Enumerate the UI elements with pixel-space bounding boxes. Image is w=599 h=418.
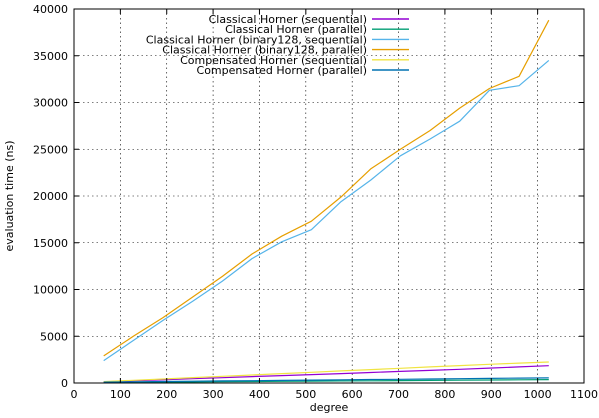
x-tick-label: 700 bbox=[388, 388, 409, 401]
x-tick-label: 500 bbox=[295, 388, 316, 401]
y-tick-label: 25000 bbox=[33, 143, 68, 156]
x-tick-label: 400 bbox=[249, 388, 270, 401]
series-line-1 bbox=[103, 365, 549, 383]
legend-label-3: Classical Horner (binary128, sequential) bbox=[146, 33, 367, 46]
y-tick-label: 10000 bbox=[33, 284, 68, 297]
series-line-2 bbox=[103, 379, 549, 383]
legend-label-1: Classical Horner (sequential) bbox=[209, 13, 367, 26]
x-tick-label: 800 bbox=[434, 388, 455, 401]
legend-label-4: Classical Horner (binary128, parallel) bbox=[162, 44, 367, 57]
x-tick-label: 0 bbox=[71, 388, 78, 401]
legend-label-6: Compensated Horner (parallel) bbox=[197, 64, 367, 77]
series-lines bbox=[103, 19, 550, 383]
y-tick-label: 30000 bbox=[33, 97, 68, 110]
y-tick-label: 20000 bbox=[33, 190, 68, 203]
y-tick-label: 5000 bbox=[40, 330, 68, 343]
axis-ticks: 0 100 200 300 400 500 600 700 800 900 1000 1100 0 500… bbox=[33, 3, 598, 401]
series-line-3 bbox=[103, 59, 550, 362]
y-tick-label: 0 bbox=[61, 377, 68, 390]
legend-label-5: Compensated Horner (sequential) bbox=[180, 54, 367, 67]
y-axis-title: evaluation time (ns) bbox=[3, 141, 16, 252]
y-tick-label: 35000 bbox=[33, 50, 68, 63]
x-tick-label: 200 bbox=[156, 388, 177, 401]
series-line-6 bbox=[103, 377, 549, 383]
x-tick-label: 600 bbox=[342, 388, 363, 401]
x-tick-label: 1000 bbox=[524, 388, 552, 401]
y-tick-label: 15000 bbox=[33, 237, 68, 250]
series-line-4 bbox=[103, 19, 550, 357]
x-tick-label: 1100 bbox=[570, 388, 598, 401]
y-tick-label: 40000 bbox=[33, 3, 68, 16]
x-axis-title: degree bbox=[310, 401, 349, 414]
x-tick-label: 300 bbox=[203, 388, 224, 401]
grid-lines bbox=[74, 9, 584, 383]
series-line-5 bbox=[103, 361, 549, 383]
x-tick-label: 900 bbox=[481, 388, 502, 401]
x-tick-label: 100 bbox=[110, 388, 131, 401]
legend: Classical Horner (sequential)Classical H… bbox=[146, 13, 409, 77]
legend-label-2: Classical Horner (parallel) bbox=[225, 23, 367, 36]
